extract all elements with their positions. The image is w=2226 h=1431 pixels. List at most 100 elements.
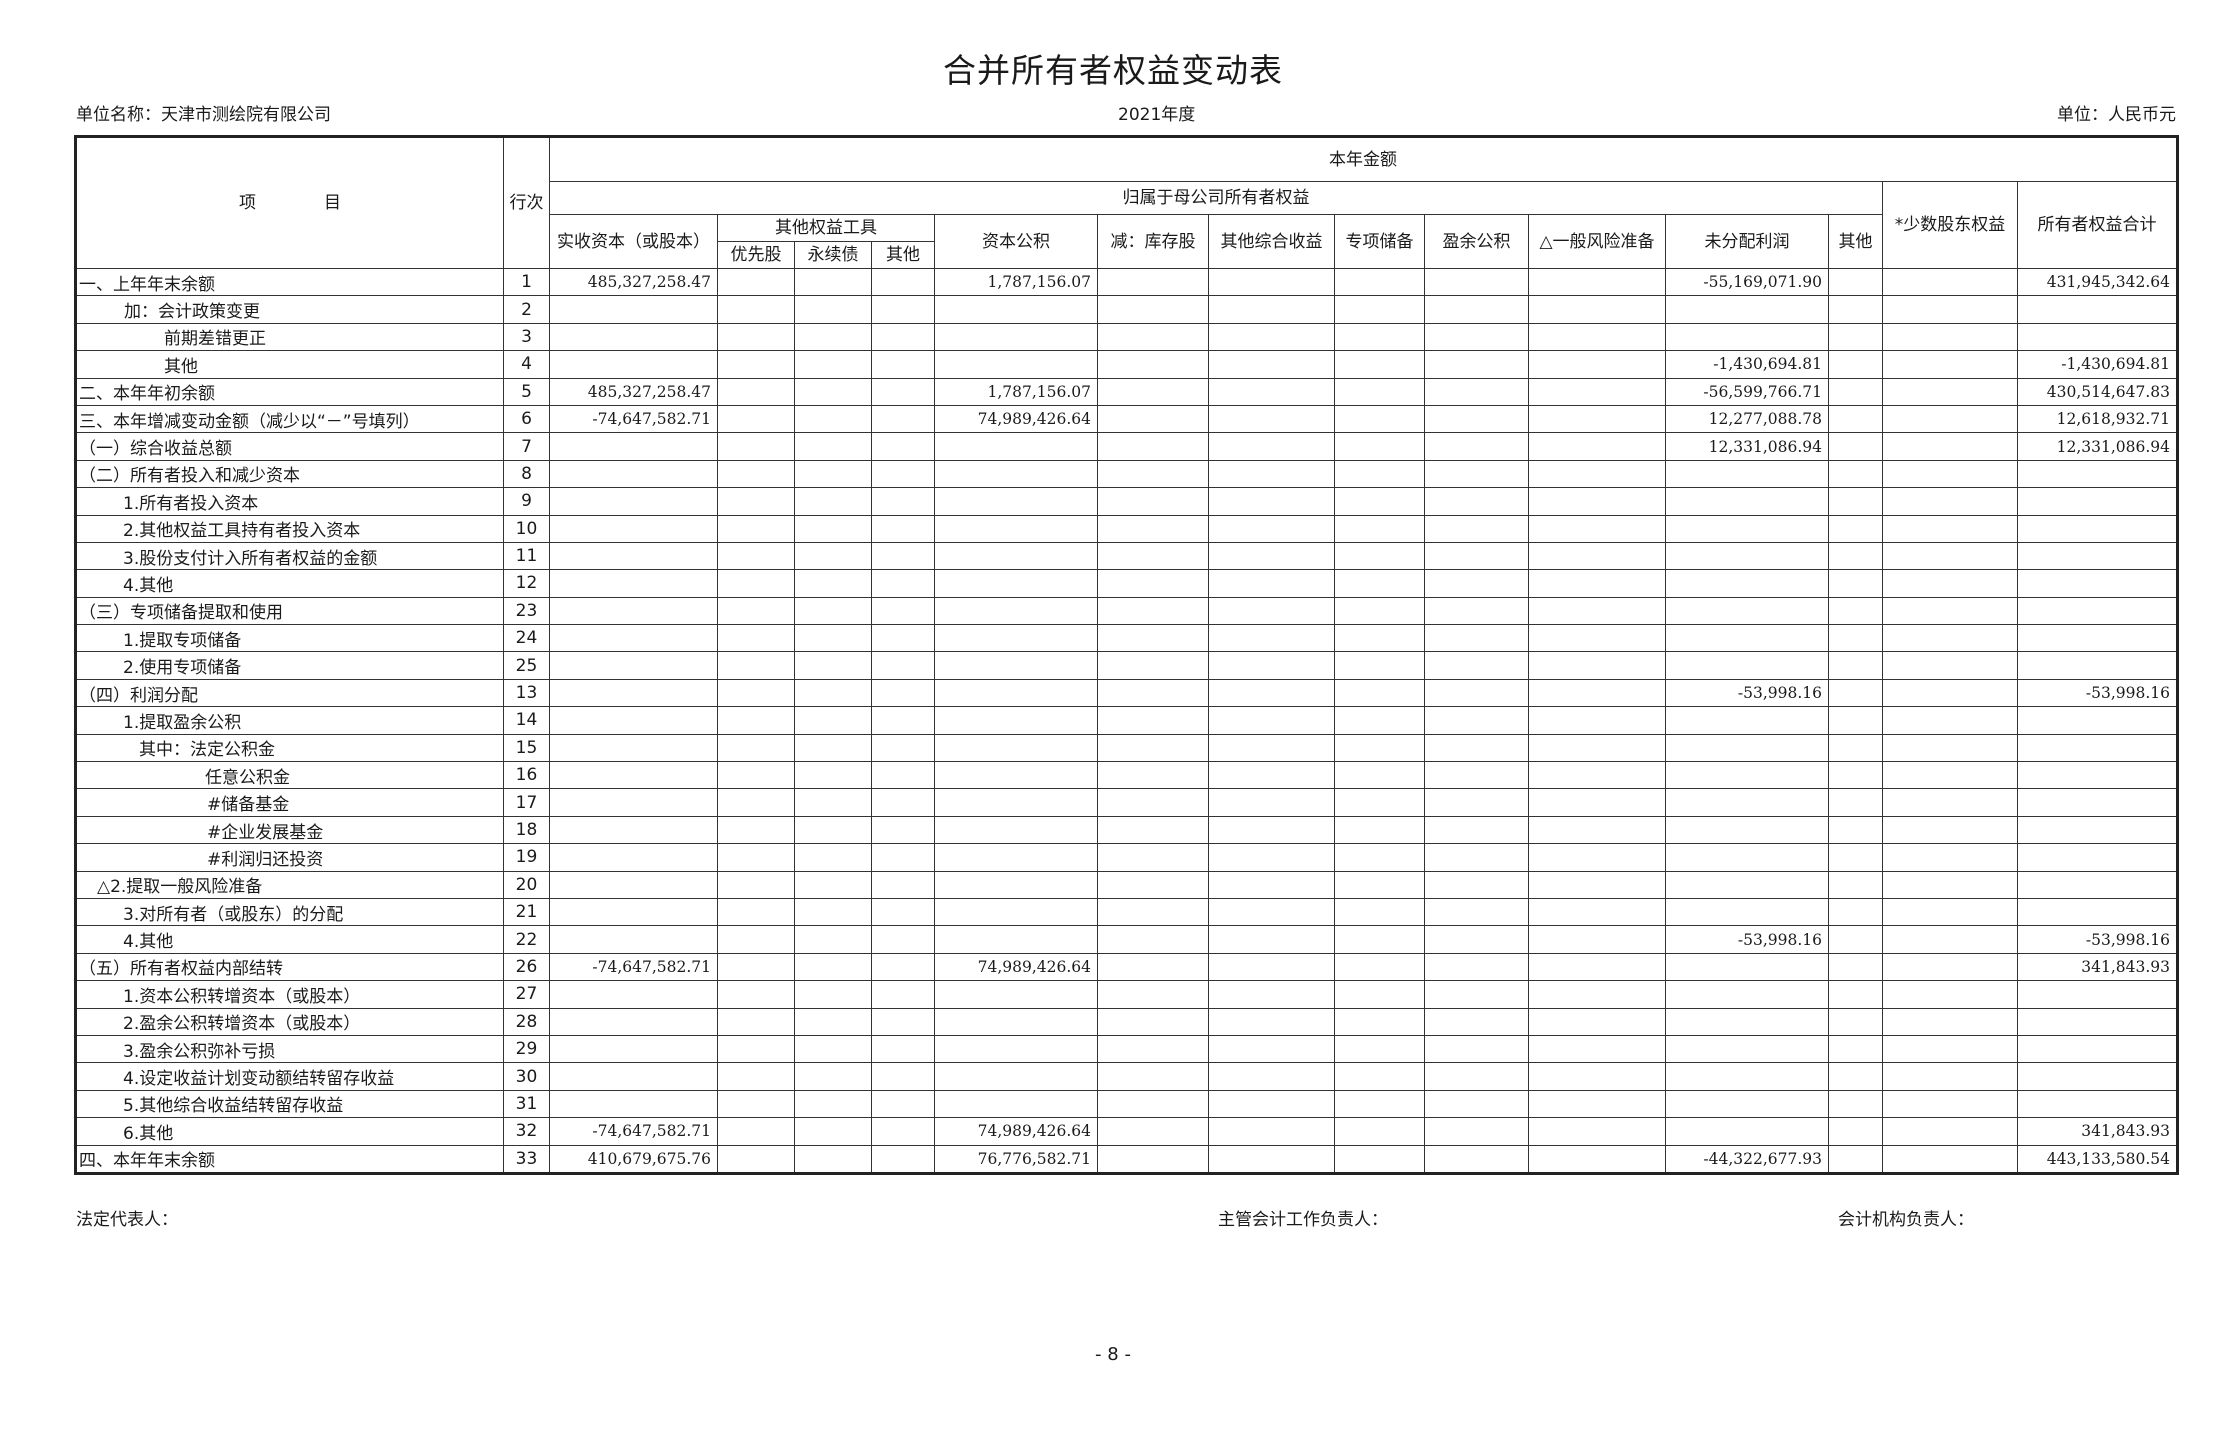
row-line-number: 20 — [503, 870, 550, 899]
table-row: 其他 4 -1,430,694.81 -1,430,694.81 — [75, 350, 2178, 379]
value-cell — [1424, 651, 1529, 680]
value-cell — [717, 897, 795, 927]
value-cell — [1828, 267, 1883, 297]
value-cell — [717, 733, 795, 763]
value-cell — [794, 1117, 872, 1146]
row-label: 其中：法定公积金 — [75, 733, 504, 763]
row-label: 其他 — [75, 350, 504, 379]
value-cell — [934, 678, 1098, 708]
row-line-number: 8 — [503, 459, 550, 489]
table-row: （三）专项储备提取和使用 23 — [75, 596, 2178, 626]
value-cell: 485,327,258.47 — [549, 377, 718, 406]
value-cell — [794, 980, 872, 1009]
value-cell — [2017, 843, 2178, 872]
value-cell — [1097, 1062, 1209, 1091]
value-cell — [1097, 267, 1209, 297]
value-cell — [1882, 706, 2018, 735]
row-line-number: 6 — [503, 404, 550, 434]
value-cell — [1528, 733, 1666, 763]
value-cell: 431,945,342.64 — [2017, 267, 2178, 297]
value-cell — [1528, 925, 1666, 954]
value-cell — [549, 459, 718, 489]
table-row: 加：会计政策变更 2 — [75, 295, 2178, 324]
value-cell — [1665, 459, 1829, 489]
value-cell — [1882, 596, 2018, 626]
value-cell — [549, 706, 718, 735]
value-cell — [717, 295, 795, 324]
value-cell — [1828, 1144, 1883, 1174]
value-cell — [871, 596, 935, 626]
value-cell — [1528, 569, 1666, 598]
table-row: （一）综合收益总额 7 12,331,086.94 12,331,086.94 — [75, 432, 2178, 461]
value-cell — [871, 761, 935, 790]
value-cell — [794, 843, 872, 872]
value-cell — [1882, 350, 2018, 379]
value-cell — [549, 843, 718, 872]
table-row: 3.盈余公积弥补亏损 29 — [75, 1034, 2178, 1064]
table-row: 前期差错更正 3 — [75, 322, 2178, 352]
value-cell — [2017, 624, 2178, 653]
value-cell — [1665, 897, 1829, 927]
value-cell — [549, 1089, 718, 1119]
value-cell — [1528, 980, 1666, 1009]
value-cell — [1828, 815, 1883, 845]
value-cell — [1528, 541, 1666, 571]
value-cell: -1,430,694.81 — [1665, 350, 1829, 379]
value-cell — [1882, 514, 2018, 543]
value-cell — [794, 706, 872, 735]
value-cell — [1882, 925, 2018, 954]
value-cell — [934, 1089, 1098, 1119]
value-cell — [1665, 761, 1829, 790]
value-cell — [1334, 706, 1425, 735]
value-cell — [934, 706, 1098, 735]
value-cell — [871, 843, 935, 872]
value-cell — [794, 350, 872, 379]
value-cell — [1208, 295, 1335, 324]
value-cell — [1528, 459, 1666, 489]
value-cell — [1882, 1144, 2018, 1174]
value-cell — [1424, 350, 1529, 379]
row-line-number: 24 — [503, 624, 550, 653]
header-item: 项 目 — [75, 136, 504, 269]
value-cell — [1665, 733, 1829, 763]
value-cell — [2017, 295, 2178, 324]
value-cell — [1882, 432, 2018, 461]
value-cell: 74,989,426.64 — [934, 404, 1098, 434]
value-cell — [1882, 1117, 2018, 1146]
row-label: 任意公积金 — [75, 761, 504, 790]
value-cell — [549, 733, 718, 763]
page-number: - 8 - — [1095, 1344, 1131, 1365]
value-cell — [1828, 295, 1883, 324]
value-cell — [2017, 1007, 2178, 1036]
value-cell: 12,618,932.71 — [2017, 404, 2178, 434]
value-cell — [1334, 897, 1425, 927]
value-cell — [1528, 651, 1666, 680]
value-cell — [717, 432, 795, 461]
value-cell — [549, 897, 718, 927]
value-cell — [871, 980, 935, 1009]
value-cell — [1665, 624, 1829, 653]
header-minority: *少数股东权益 — [1882, 181, 2018, 269]
value-cell — [549, 541, 718, 571]
value-cell — [794, 514, 872, 543]
value-cell — [1828, 870, 1883, 899]
value-cell — [1665, 1089, 1829, 1119]
value-cell — [934, 843, 1098, 872]
value-cell — [1334, 514, 1425, 543]
value-cell — [2017, 459, 2178, 489]
value-cell — [1528, 322, 1666, 352]
row-label: 前期差错更正 — [75, 322, 504, 352]
table-row: （四）利润分配 13 -53,998.16 -53,998.16 — [75, 678, 2178, 708]
value-cell — [1528, 1062, 1666, 1091]
value-cell — [1334, 1144, 1425, 1174]
value-cell — [1208, 267, 1335, 297]
value-cell — [871, 295, 935, 324]
value-cell — [1528, 1034, 1666, 1064]
value-cell — [717, 925, 795, 954]
value-cell — [1665, 706, 1829, 735]
value-cell — [1208, 1144, 1335, 1174]
value-cell — [871, 925, 935, 954]
value-cell — [1828, 350, 1883, 379]
value-cell — [1334, 322, 1425, 352]
value-cell — [1097, 514, 1209, 543]
